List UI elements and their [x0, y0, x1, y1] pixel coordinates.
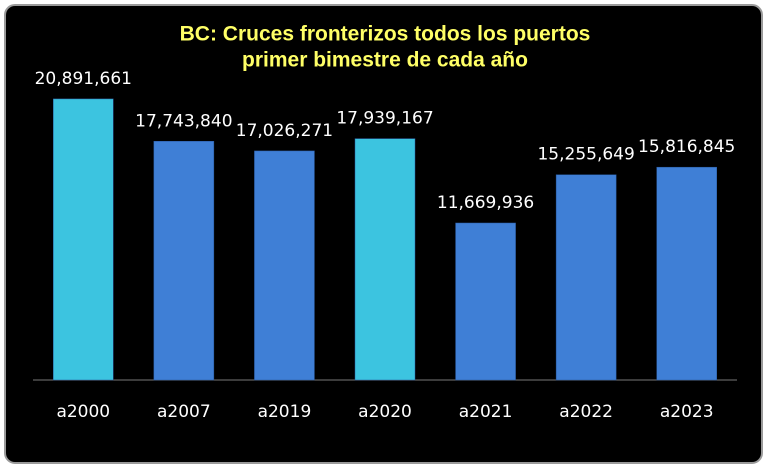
x-tick-label: a2019 [258, 402, 312, 422]
value-label: 20,891,661 [35, 69, 132, 89]
bar [254, 150, 315, 381]
bar [455, 222, 516, 381]
x-tick-label: a2000 [56, 402, 110, 422]
bar [555, 174, 617, 381]
value-label: 17,939,167 [336, 109, 433, 129]
value-label: 17,026,271 [236, 121, 333, 141]
bar [153, 141, 215, 381]
x-tick-label: a2007 [157, 402, 211, 422]
bar [53, 98, 114, 381]
bar [354, 138, 416, 381]
x-tick-label: a2022 [559, 402, 613, 422]
x-tick-label: a2020 [358, 402, 412, 422]
value-label: 15,816,845 [638, 137, 735, 157]
value-label: 15,255,649 [537, 145, 634, 165]
chart-title: BC: Cruces fronterizos todos los puertos [180, 23, 591, 46]
x-tick-label: a2021 [459, 402, 513, 422]
value-label: 11,669,936 [437, 193, 534, 213]
bar [656, 166, 717, 381]
value-label: 17,743,840 [135, 111, 232, 131]
chart-subtitle: primer bimestre de cada año [242, 49, 528, 72]
x-tick-label: a2023 [660, 402, 714, 422]
